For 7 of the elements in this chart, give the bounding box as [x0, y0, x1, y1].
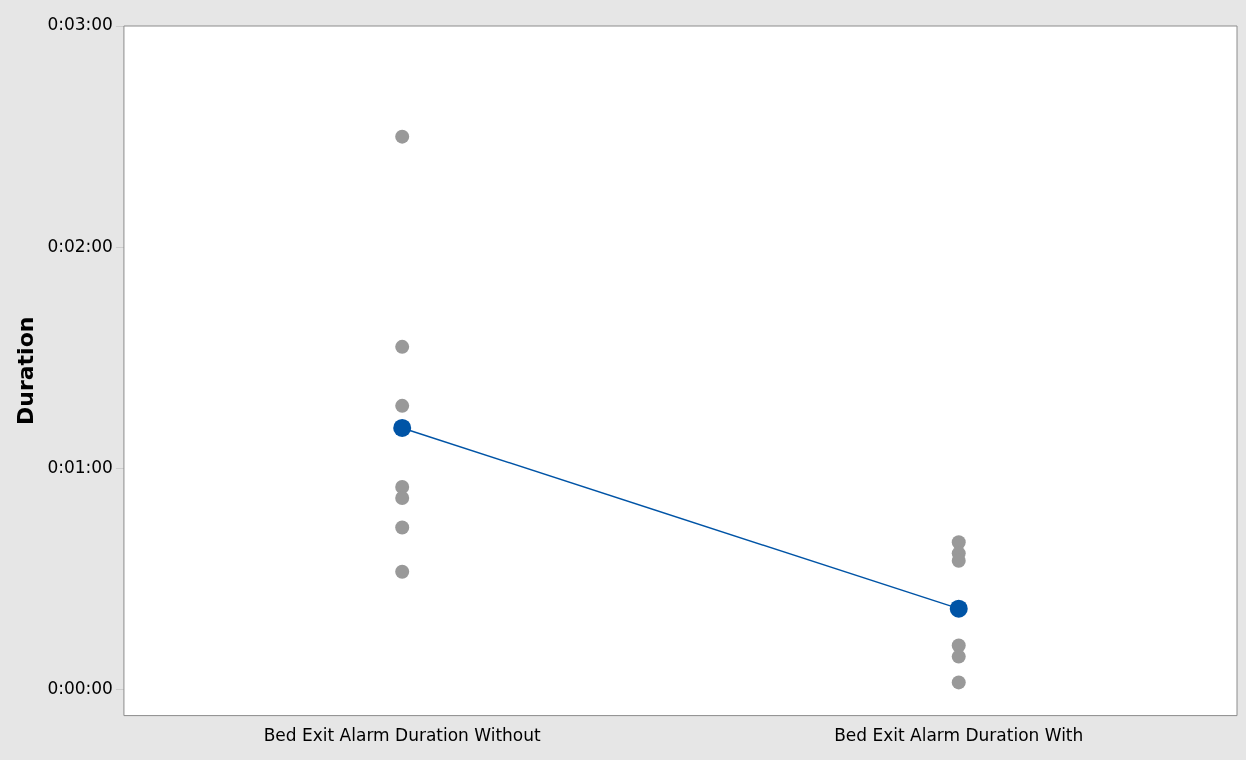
x-tick-label: Bed Exit Alarm Duration Without	[263, 725, 542, 746]
y-tick-label: 0:01:00	[47, 456, 113, 477]
y-tick-label: 0:02:00	[47, 235, 113, 256]
y-axis-title: Duration	[12, 316, 38, 426]
y-tick-label: 0:03:00	[47, 14, 113, 35]
y-tick-label: 0:00:00	[47, 678, 113, 699]
x-tick-label: Bed Exit Alarm Duration With	[834, 725, 1084, 746]
